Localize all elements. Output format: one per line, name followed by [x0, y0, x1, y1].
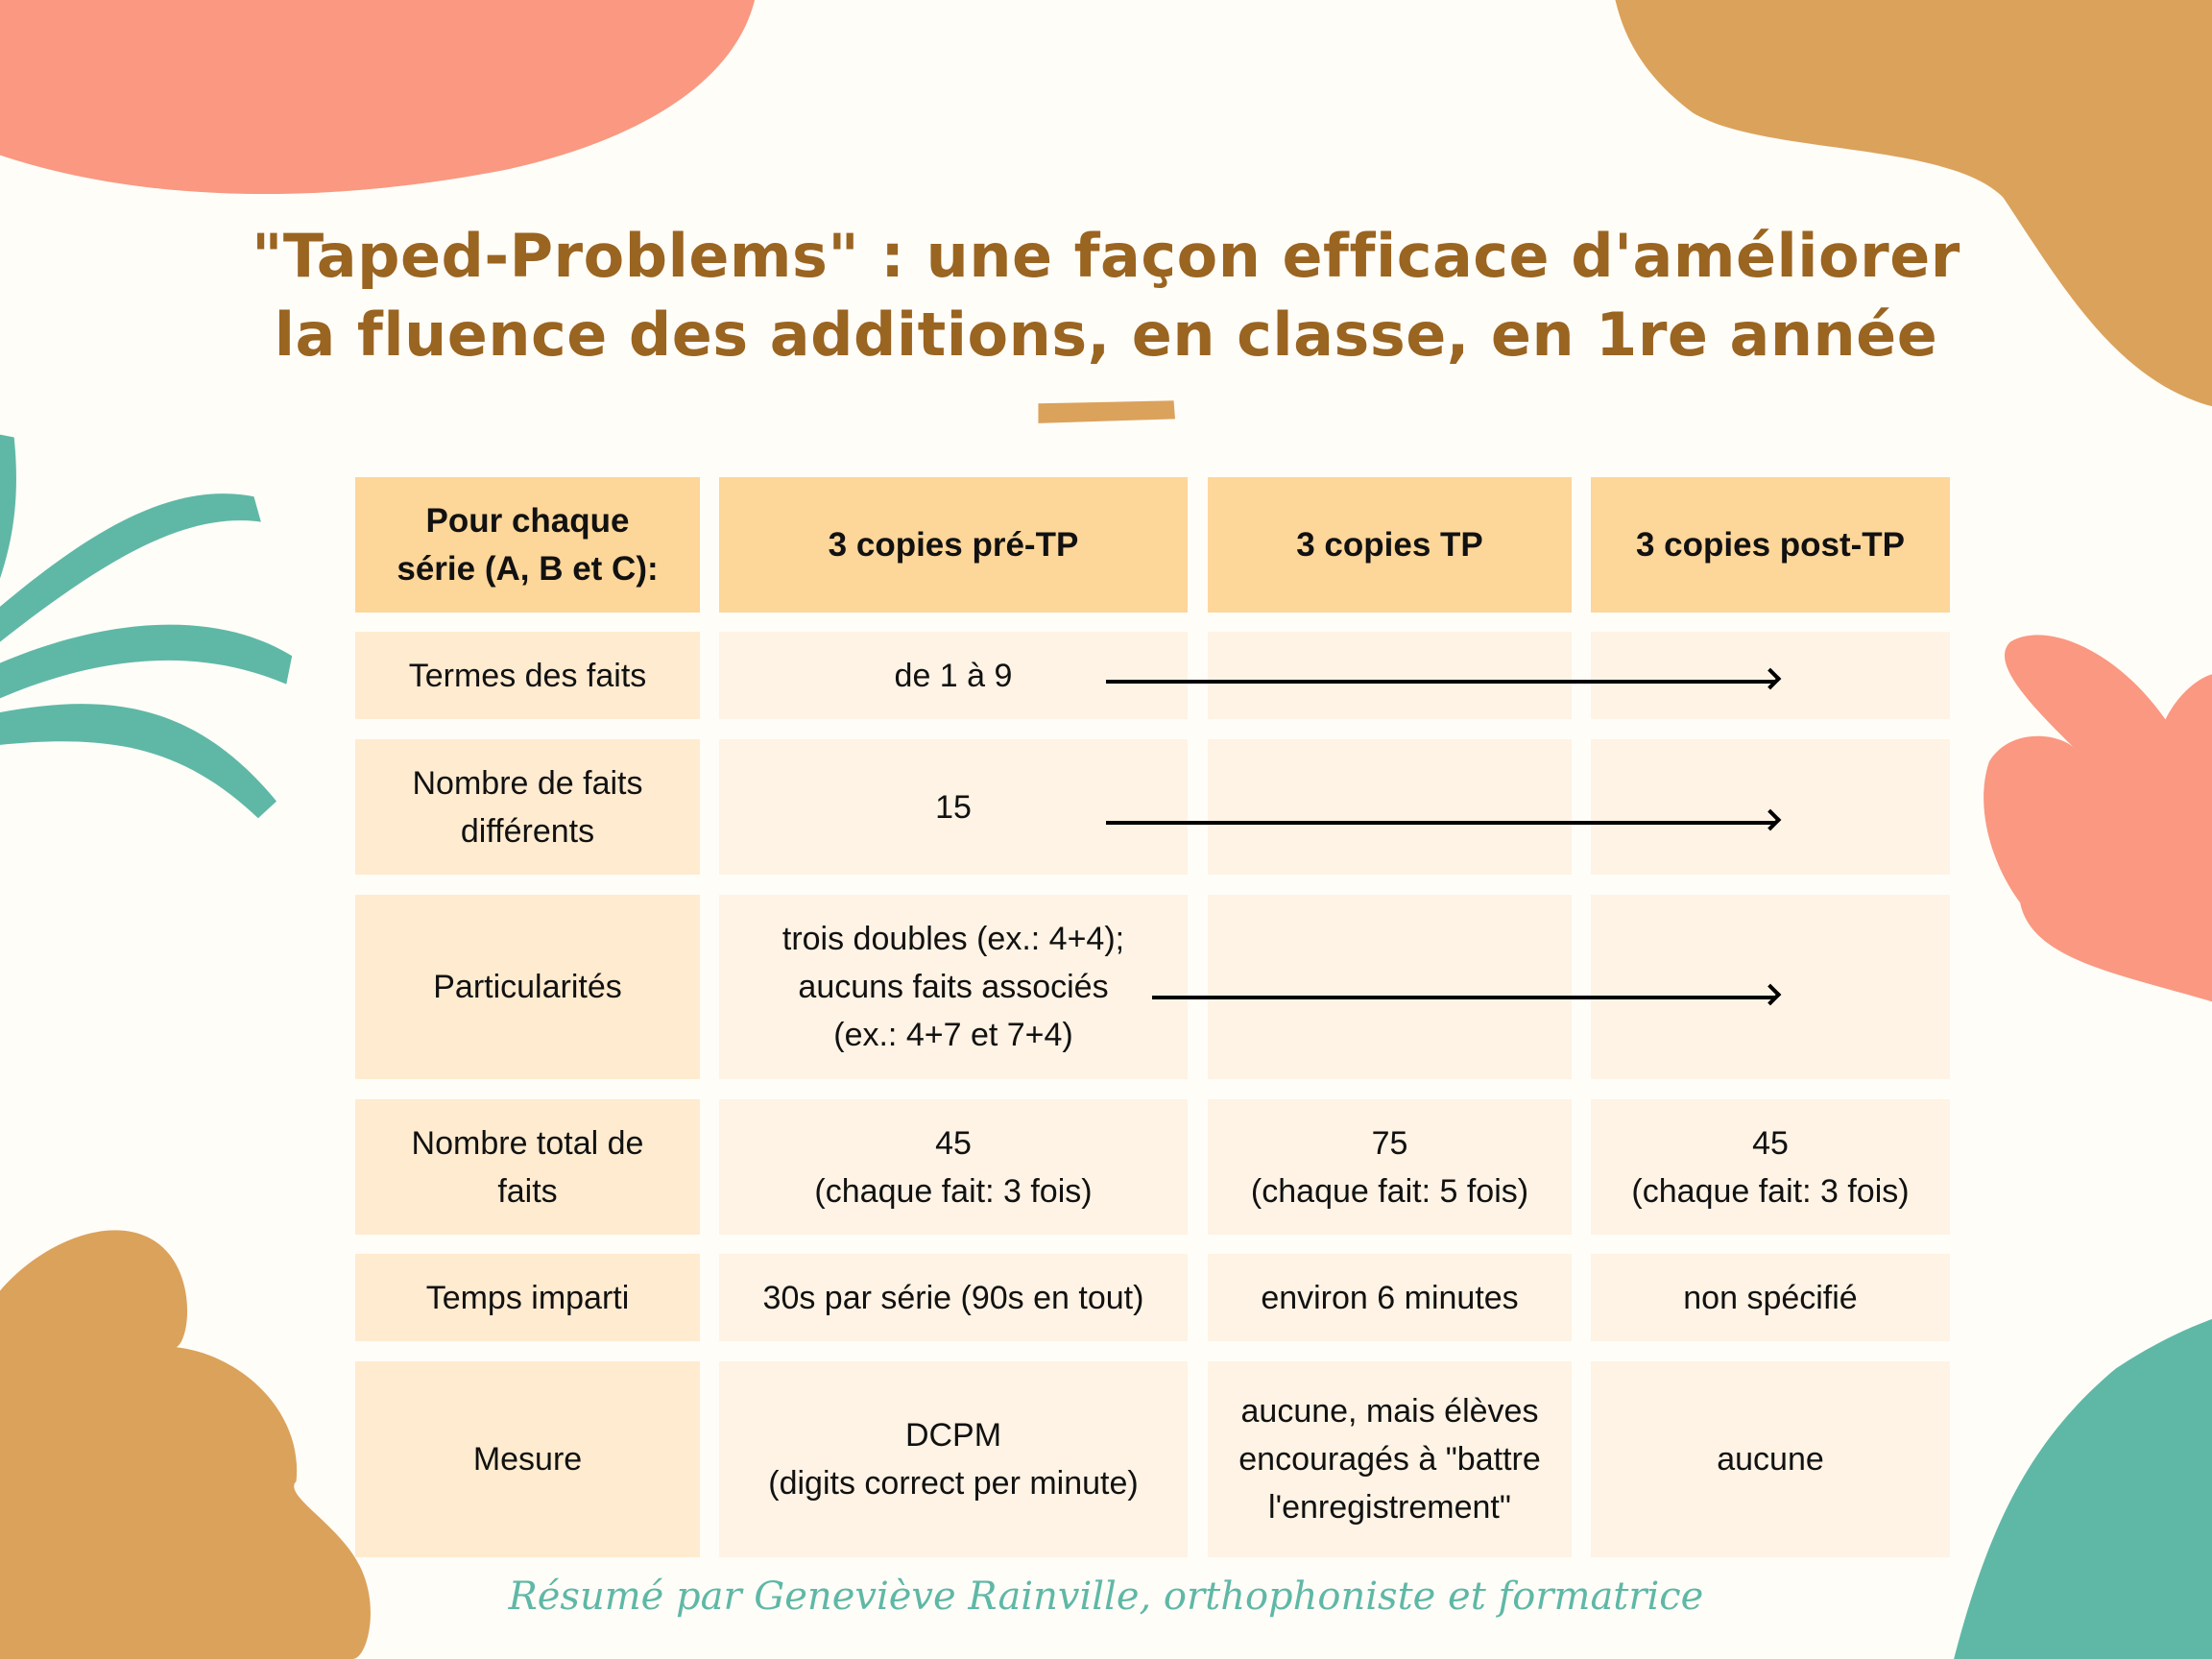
cell-pre: 45 (chaque fait: 3 fois)	[719, 1099, 1188, 1235]
header-pre-tp: 3 copies pré-TP	[719, 477, 1188, 613]
cell-pre: trois doubles (ex.: 4+4); aucuns faits a…	[719, 895, 1188, 1079]
cell-post	[1591, 739, 1950, 875]
coral-blob-top-left	[0, 0, 756, 195]
tan-blob-top-right	[1615, 0, 2212, 407]
continuation-arrow-icon	[1106, 821, 1776, 825]
cell-tp: aucune, mais élèves encouragés à "battre…	[1208, 1361, 1572, 1557]
tan-blob-bottom-left	[0, 1230, 371, 1659]
cell-post: non spécifié	[1591, 1254, 1950, 1341]
cell-pre: DCPM (digits correct per minute)	[719, 1361, 1188, 1557]
title-underline-stroke	[1038, 400, 1175, 423]
cell-pre: de 1 à 9	[719, 632, 1188, 719]
cell-tp	[1208, 632, 1572, 719]
cell-tp: 75 (chaque fait: 5 fois)	[1208, 1099, 1572, 1235]
cell-tp: environ 6 minutes	[1208, 1254, 1572, 1341]
row-label: Temps imparti	[355, 1254, 700, 1341]
continuation-arrow-icon	[1106, 680, 1776, 684]
row-label: Termes des faits	[355, 632, 700, 719]
cell-post: aucune	[1591, 1361, 1950, 1557]
row-label: Mesure	[355, 1361, 700, 1557]
page-title-line-2: la fluence des additions, en classe, en …	[274, 300, 1938, 370]
header-tp: 3 copies TP	[1208, 477, 1572, 613]
row-label: Nombre total de faits	[355, 1099, 700, 1235]
cell-pre: 30s par série (90s en tout)	[719, 1254, 1188, 1341]
row-label: Particularités	[355, 895, 700, 1079]
teal-leaf-2	[0, 624, 293, 699]
cell-tp	[1208, 895, 1572, 1079]
header-post-tp: 3 copies post-TP	[1591, 477, 1950, 613]
cell-post: 45 (chaque fait: 3 fois)	[1591, 1099, 1950, 1235]
continuation-arrow-icon	[1152, 996, 1776, 999]
teal-leaf-4	[0, 434, 16, 579]
header-series: Pour chaque série (A, B et C):	[355, 477, 700, 613]
row-label: Nombre de faits différents	[355, 739, 700, 875]
teal-leaf-1	[0, 493, 261, 642]
teal-blob-bottom-right	[1954, 1318, 2212, 1659]
author-credit: Résumé par Geneviève Rainville, orthopho…	[508, 1575, 1704, 1619]
page-title-line-1: "Taped-Problems" : une façon efficace d'…	[252, 221, 1960, 291]
cell-tp	[1208, 739, 1572, 875]
cell-pre: 15	[719, 739, 1188, 875]
teal-leaf-3	[0, 704, 276, 819]
coral-leaf-right	[1984, 635, 2212, 1002]
